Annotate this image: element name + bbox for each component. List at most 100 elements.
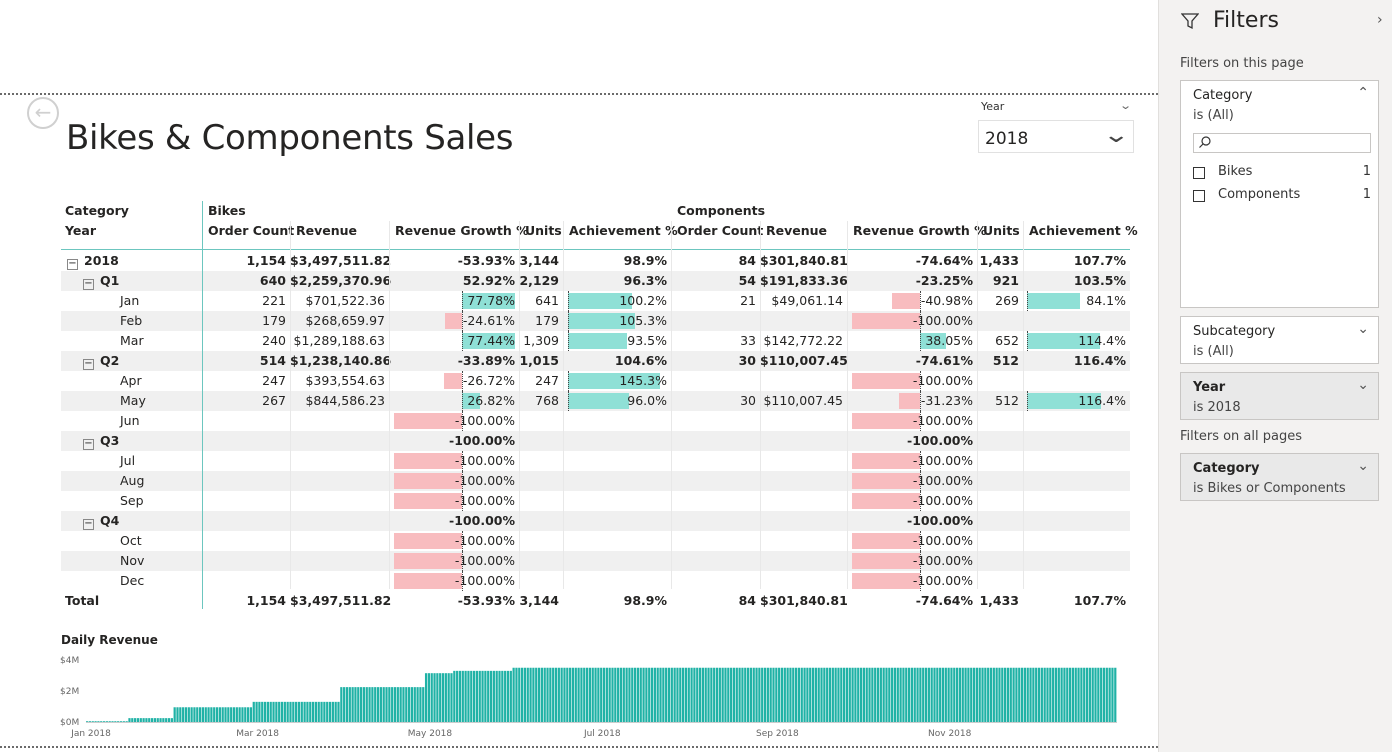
daily-revenue-bar bbox=[970, 667, 973, 722]
daily-revenue-bar bbox=[535, 667, 538, 722]
daily-revenue-bar bbox=[278, 701, 281, 722]
growth-axis-line bbox=[462, 331, 463, 351]
row-label-text: 2018 bbox=[84, 253, 119, 268]
daily-revenue-bar bbox=[388, 687, 391, 723]
revenue-growth-bar bbox=[852, 453, 920, 469]
slicer-collapse-chevron-icon[interactable]: ⌄ bbox=[1119, 99, 1133, 112]
cell-bikes-oc: 1,154 bbox=[246, 253, 286, 268]
column-header-comp-oc[interactable]: Order Count bbox=[677, 223, 764, 238]
collapse-icon[interactable]: − bbox=[83, 438, 94, 450]
chevron-down-icon[interactable]: ⌄ bbox=[1357, 321, 1369, 337]
filter-option-bikes[interactable]: Bikes 1 bbox=[1193, 164, 1371, 182]
daily-revenue-bar bbox=[828, 667, 832, 722]
cell-comp-ach bbox=[1023, 551, 1130, 571]
checkbox[interactable] bbox=[1193, 167, 1205, 179]
daily-revenue-bar bbox=[272, 701, 275, 722]
row-label: Dec bbox=[99, 571, 197, 591]
daily-revenue-bar bbox=[156, 718, 159, 723]
daily-revenue-bar bbox=[1063, 667, 1066, 722]
matrix-row-month: May 267 $844,586.23 26.82% 768 96.0% 30 $110,00… bbox=[61, 391, 1130, 411]
daily-revenue-bar bbox=[179, 707, 182, 722]
column-header-bikes-gr[interactable]: Revenue Growth % bbox=[395, 223, 529, 238]
column-separator bbox=[519, 221, 520, 589]
cell-bikes-rev bbox=[290, 431, 389, 451]
row-label: Aug bbox=[99, 471, 197, 491]
column-header-bikes-rev[interactable]: Revenue bbox=[296, 223, 358, 238]
chevron-down-icon[interactable]: ⌄ bbox=[1357, 458, 1369, 474]
cell-bikes-gr: -26.72% bbox=[462, 373, 515, 388]
chevron-up-icon[interactable]: ⌃ bbox=[1357, 85, 1369, 101]
category-filter-card[interactable]: Category is (All) ⌃ Bikes 1 Components 1 bbox=[1180, 80, 1379, 308]
column-header-comp-rev[interactable]: Revenue bbox=[766, 223, 828, 238]
achievement-axis-line bbox=[568, 371, 569, 391]
daily-revenue-bar bbox=[775, 667, 778, 722]
collapse-pane-chevron-icon[interactable]: › bbox=[1377, 12, 1383, 28]
category-all-pages-filter-card[interactable]: Category is Bikes or Components ⌄ bbox=[1180, 453, 1379, 501]
cell-comp-oc bbox=[671, 311, 760, 331]
daily-revenue-bar bbox=[484, 670, 487, 722]
row-label: −2018 bbox=[67, 251, 197, 271]
daily-revenue-bar bbox=[622, 667, 625, 722]
row-label: Jul bbox=[99, 451, 197, 471]
filter-option-label: Bikes bbox=[1218, 164, 1253, 179]
daily-revenue-bar bbox=[382, 687, 385, 723]
daily-revenue-bar bbox=[391, 687, 394, 723]
daily-revenue-bar bbox=[221, 707, 224, 722]
daily-revenue-bar bbox=[755, 667, 758, 722]
daily-revenue-bar bbox=[1091, 667, 1094, 722]
category-filter-summary: is (All) bbox=[1193, 108, 1234, 123]
column-header-comp-ach[interactable]: Achievement % bbox=[1029, 223, 1138, 238]
column-header-comp-gr[interactable]: Revenue Growth % bbox=[853, 223, 987, 238]
row-label-text: Jul bbox=[120, 453, 136, 468]
cell-comp-oc bbox=[671, 371, 760, 391]
cell-comp-units bbox=[977, 311, 1023, 331]
cell-comp-gr: -40.98% bbox=[920, 293, 973, 308]
chevron-down-icon[interactable]: ⌄ bbox=[1357, 377, 1369, 393]
back-arrow-icon[interactable]: ← bbox=[27, 97, 59, 129]
cell-comp-gr: -100.00% bbox=[912, 553, 973, 568]
column-header-bikes-ach[interactable]: Achievement % bbox=[569, 223, 678, 238]
cell-comp-ach: 116.4% bbox=[1078, 393, 1126, 408]
year-filter-card[interactable]: Year is 2018 ⌄ bbox=[1180, 372, 1379, 420]
collapse-icon[interactable]: − bbox=[67, 258, 78, 270]
cell-comp-gr: 38.05% bbox=[925, 333, 973, 348]
collapse-icon[interactable]: − bbox=[83, 358, 94, 370]
matrix-header-row-columns[interactable]: Year Order Count Revenue Revenue Growth % Un… bbox=[61, 221, 1138, 241]
daily-revenue-bar bbox=[283, 701, 286, 722]
collapse-icon[interactable]: − bbox=[83, 278, 94, 290]
total-bikes-units: 3,144 bbox=[519, 593, 559, 608]
year-slicer-dropdown[interactable]: 2018 ⌄ bbox=[978, 120, 1134, 153]
column-header-comp-units[interactable]: Units bbox=[983, 223, 1020, 238]
subcategory-filter-card[interactable]: Subcategory is (All) ⌄ bbox=[1180, 316, 1379, 364]
daily-revenue-bar bbox=[1032, 667, 1035, 722]
daily-revenue-bar bbox=[1094, 667, 1097, 722]
daily-revenue-bar bbox=[834, 667, 837, 722]
daily-revenue-bar bbox=[843, 667, 846, 722]
filter-search-input[interactable] bbox=[1193, 133, 1371, 153]
checkbox[interactable] bbox=[1193, 190, 1205, 202]
column-header-bikes-units[interactable]: Units bbox=[525, 223, 562, 238]
cell-comp-rev bbox=[760, 531, 847, 551]
daily-revenue-bar bbox=[687, 667, 690, 722]
growth-axis-line bbox=[462, 311, 463, 331]
daily-revenue-bar bbox=[88, 721, 92, 722]
growth-axis-line bbox=[462, 451, 463, 471]
daily-revenue-bar bbox=[605, 667, 608, 722]
collapse-icon[interactable]: − bbox=[83, 518, 94, 530]
daily-revenue-bar bbox=[487, 670, 490, 722]
daily-revenue-bar bbox=[744, 667, 747, 722]
cell-bikes-rev: $268,659.97 bbox=[305, 313, 385, 328]
daily-revenue-bar bbox=[617, 667, 620, 722]
cell-bikes-units bbox=[519, 571, 563, 591]
column-header-bikes-oc[interactable]: Order Count bbox=[208, 223, 295, 238]
daily-revenue-bar bbox=[761, 667, 764, 722]
daily-revenue-bar bbox=[1009, 667, 1012, 722]
cell-comp-rev bbox=[760, 471, 847, 491]
growth-axis-line bbox=[462, 291, 463, 311]
canvas-border-bottom bbox=[0, 746, 1158, 748]
matrix-row-month: Nov -100.00% -100.00% bbox=[61, 551, 1130, 571]
daily-revenue-bar bbox=[498, 670, 501, 722]
daily-revenue-bar bbox=[447, 673, 450, 722]
daily-revenue-bar bbox=[529, 667, 532, 722]
filter-option-components[interactable]: Components 1 bbox=[1193, 187, 1371, 205]
